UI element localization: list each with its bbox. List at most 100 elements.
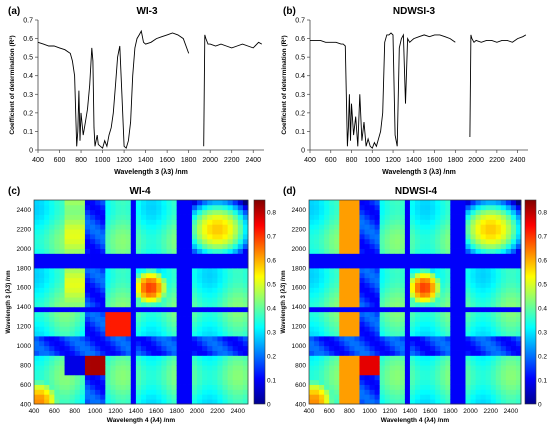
heatmap-cell [44, 384, 50, 390]
heatmap-cell [171, 200, 178, 206]
heatmap-cell [399, 365, 406, 371]
heatmap-cell [212, 302, 218, 308]
heatmap-cell [480, 345, 487, 351]
heatmap-cell [329, 268, 335, 274]
heatmap-cell [135, 340, 142, 347]
heatmap-cell [324, 272, 330, 279]
heatmap-cell [90, 263, 96, 269]
heatmap-cell [480, 287, 487, 293]
heatmap-cell [197, 258, 203, 264]
heatmap-cell [49, 306, 55, 313]
x-tick-label: 1200 [108, 408, 123, 415]
heatmap-cell [510, 229, 517, 235]
heatmap-cell [409, 311, 416, 317]
heatmap-cell [309, 258, 315, 264]
heatmap-cell [212, 365, 218, 371]
heatmap-cell [130, 340, 137, 347]
heatmap-cell [500, 374, 507, 381]
heatmap-cell [54, 345, 60, 351]
heatmap-cell [242, 370, 249, 376]
heatmap-cell [64, 379, 71, 385]
heatmap-cell [34, 316, 40, 322]
heatmap-cell [217, 379, 223, 385]
heatmap-cell [480, 200, 487, 206]
heatmap-cell [379, 384, 386, 390]
heatmap-cell [369, 340, 376, 347]
heatmap-cell [242, 321, 249, 327]
heatmap-cell [54, 224, 60, 230]
heatmap-cell [176, 355, 183, 361]
heatmap-cell [420, 277, 426, 283]
heatmap-cell [339, 219, 345, 225]
heatmap-cell [354, 263, 360, 269]
heatmap-cell [110, 224, 116, 230]
heatmap-cell [510, 214, 517, 220]
heatmap-cell [130, 316, 137, 322]
heatmap-cell [460, 272, 466, 279]
heatmap-cell [90, 243, 96, 249]
heatmap-cell [222, 253, 229, 259]
heatmap-cell [191, 394, 198, 400]
heatmap-cell [115, 384, 122, 390]
heatmap-cell [389, 277, 396, 283]
heatmap-cell [161, 263, 167, 269]
heatmap-cell [242, 355, 249, 361]
heatmap-cell [90, 302, 96, 308]
heatmap-cell [339, 384, 345, 390]
heatmap-cell [95, 394, 101, 400]
heatmap-cell [389, 370, 396, 376]
heatmap-cell [166, 316, 172, 322]
heatmap-cell [394, 287, 401, 293]
heatmap-cell [232, 326, 239, 332]
heatmap-cell [455, 302, 461, 308]
heatmap-cell [130, 219, 137, 225]
heatmap-cell [329, 248, 335, 254]
heatmap-cell [222, 272, 229, 279]
heatmap-cell [90, 374, 96, 381]
heatmap-cell [84, 243, 91, 249]
heatmap-cell [425, 336, 431, 342]
heatmap-cells [34, 200, 249, 405]
heatmap-cell [115, 306, 122, 313]
heatmap-cell [120, 311, 127, 317]
heatmap-cell [95, 204, 101, 211]
heatmap-cell [425, 345, 431, 351]
heatmap-cell [339, 399, 345, 405]
heatmap-cell [64, 272, 71, 279]
heatmap-cell [440, 331, 446, 337]
heatmap-cell [455, 326, 461, 332]
heatmap-cell [135, 268, 142, 274]
heatmap-cell [217, 326, 223, 332]
heatmap-cell [171, 345, 178, 351]
heatmap-cell [212, 214, 218, 220]
heatmap-cell [84, 204, 91, 211]
heatmap-cell [100, 365, 106, 371]
heatmap-cell [425, 209, 431, 215]
heatmap-cell [237, 384, 244, 390]
heatmap-cell [379, 311, 386, 317]
heatmap-cell [161, 399, 167, 405]
heatmap-cell [59, 321, 65, 327]
heatmap-cell [445, 316, 451, 322]
heatmap-cell [146, 287, 152, 293]
heatmap-cell [227, 204, 234, 211]
heatmap-cell [314, 282, 320, 288]
heatmap-cell [440, 263, 446, 269]
heatmap-cell [495, 321, 502, 327]
heatmap-cell [232, 292, 239, 298]
heatmap-cell [440, 389, 446, 395]
heatmap-cell [120, 331, 127, 337]
heatmap-cell [440, 340, 446, 347]
heatmap-cell [359, 389, 365, 395]
heatmap-cell [237, 200, 244, 206]
x-tick-label: 1800 [169, 408, 184, 415]
heatmap-cell [59, 374, 65, 381]
heatmap-cell [59, 389, 65, 395]
heatmap-cell [450, 214, 456, 220]
heatmap-cell [369, 316, 376, 322]
heatmap-cell [95, 365, 101, 371]
heatmap-cell [115, 204, 122, 211]
heatmap-cell [39, 336, 45, 342]
heatmap-cell [430, 370, 436, 376]
heatmap-cell [227, 287, 234, 293]
